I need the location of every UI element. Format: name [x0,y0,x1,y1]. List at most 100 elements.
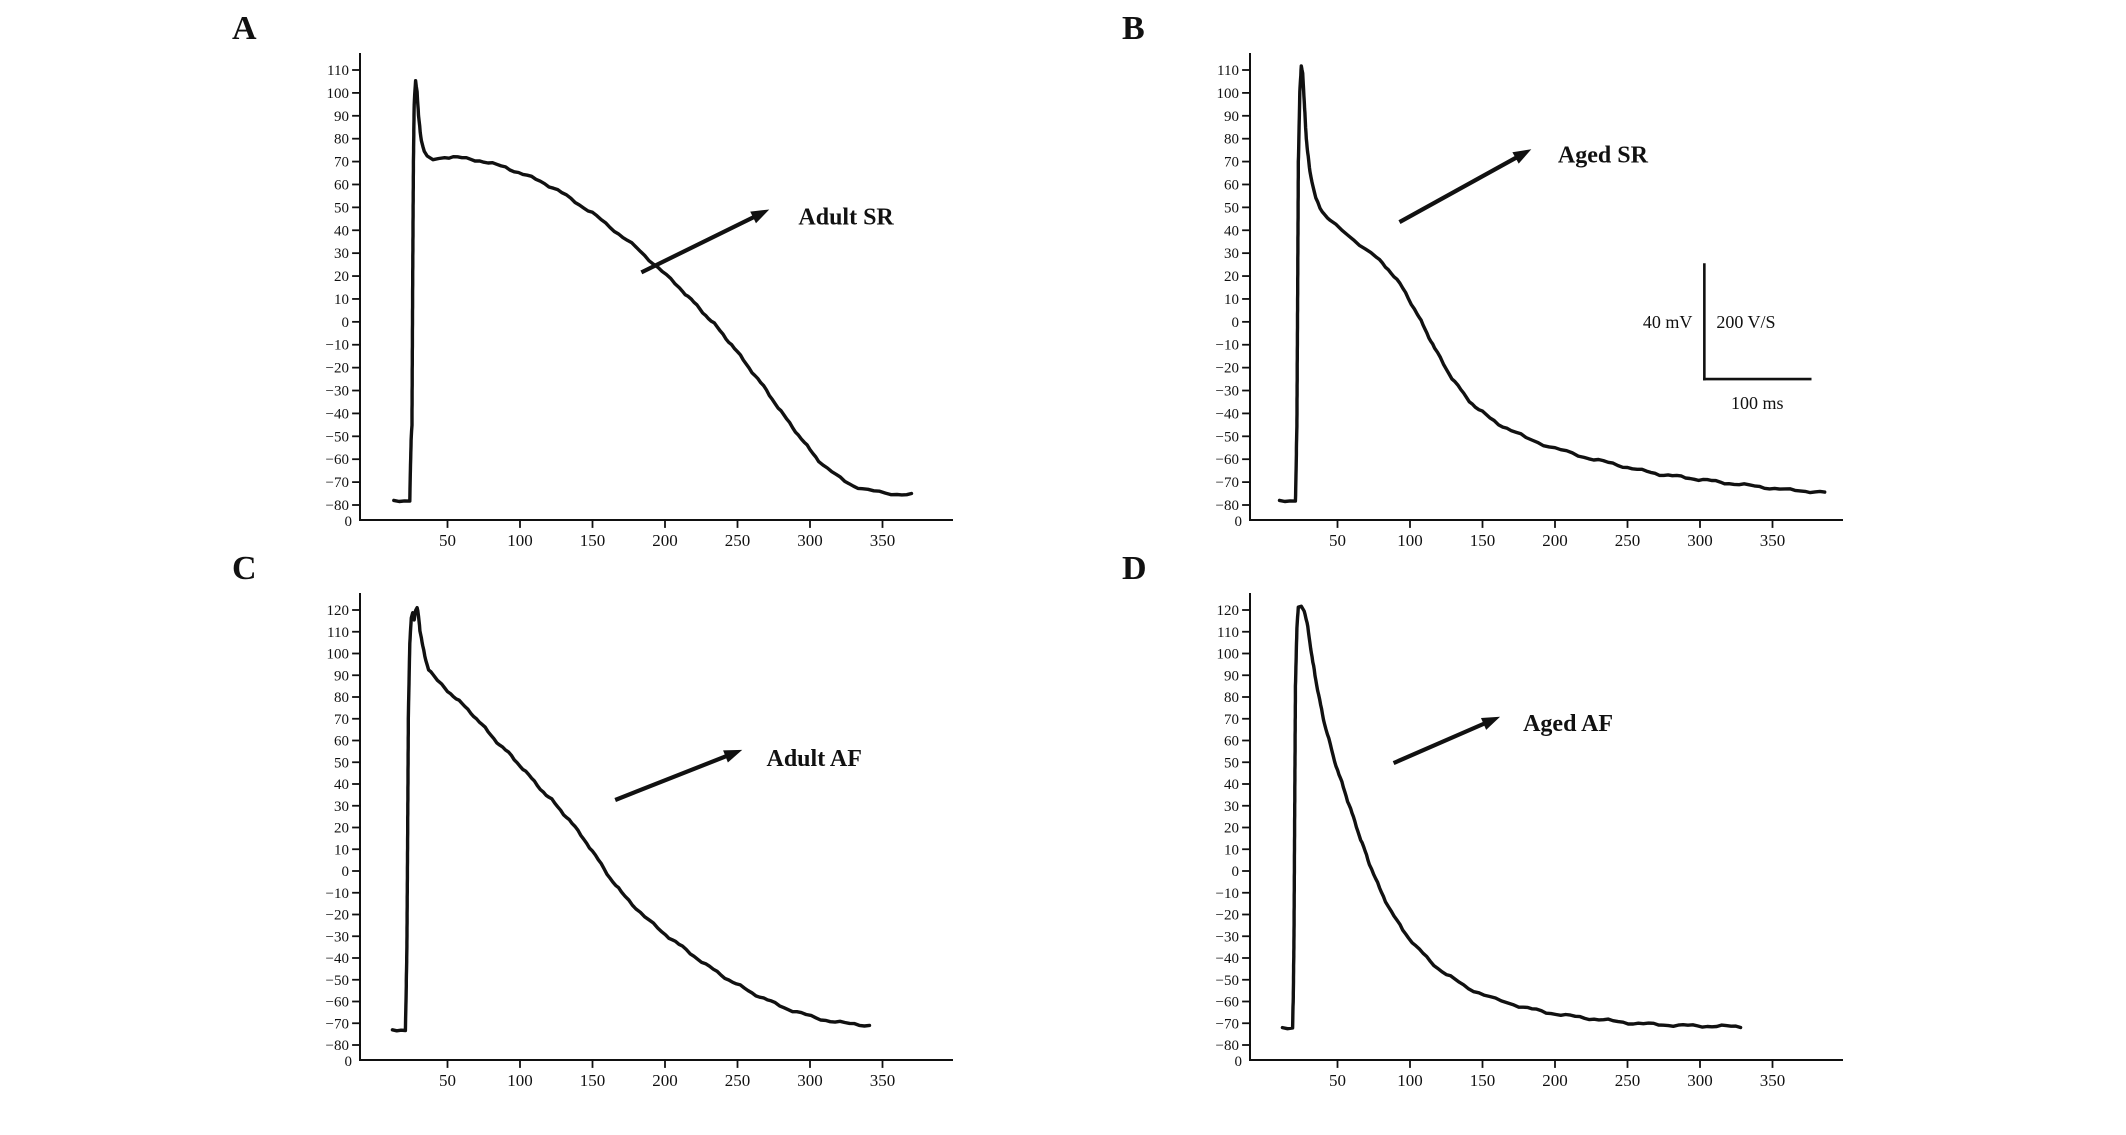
y-tick-label: −30 [1216,929,1239,945]
y-tick-label: −10 [326,886,349,902]
x-tick-label: 200 [652,531,678,550]
annotation-arrow [1392,720,1489,766]
y-tick-label: 90 [334,109,349,125]
x-tick-label: 200 [1542,1071,1568,1090]
x-tick-label: 50 [439,531,456,550]
panel-aged-af: D 120 110 100 90 80 70 60 50 40 30 20 10 0 −10 −20 −30−… [1060,548,1950,1108]
trace-A [392,79,914,504]
annotation-label: Adult AF [767,746,862,772]
y-tick-label: 20 [334,269,349,285]
panel-letter-d: D [1122,550,1147,587]
x-tick-label: 350 [1760,531,1786,550]
x-origin-label: 0 [345,1054,353,1070]
x-tick-label: 300 [1687,1071,1713,1090]
y-tick-label: 20 [1224,821,1239,837]
y-tick-label: −50 [1216,429,1239,445]
chart-adult-af: 1201101009080706050403020100−10−20−30−40… [326,593,953,1090]
x-tick-label: 100 [1397,1071,1423,1090]
y-tick-label: 100 [327,86,350,102]
y-tick-label: −30 [326,929,349,945]
x-tick-label: 150 [1470,1071,1496,1090]
y-tick-label: −50 [326,973,349,989]
y-tick-label: 100 [1217,86,1240,102]
y-tick-label: 90 [334,668,349,684]
x-tick-label: 100 [507,1071,533,1090]
y-tick-label: −80 [326,498,349,514]
y-tick-label: 80 [1224,132,1239,148]
panel-adult-af: C 120 110 100 90 80 70 60 50 40 30 20 10 0 −10 −20 −30−… [170,548,1060,1108]
x-tick-label: 250 [1615,531,1641,550]
x-tick-label: 150 [580,1071,606,1090]
y-tick-label: 50 [1224,755,1239,771]
y-tick-label: 60 [334,734,349,750]
annotation-label: Aged SR [1558,143,1649,169]
y-tick-label: 40 [1224,223,1239,239]
y-tick-label: 30 [1224,799,1239,815]
trace-B [1277,64,1827,504]
y-tick-label: 70 [334,712,349,728]
panel-adult-sr: A 110 100 90 80 70 60 50 40 30 20 10 0 −10 −20 −30 −40−… [170,8,1060,568]
y-tick-label: −40 [326,951,349,967]
x-tick-label: 50 [1329,531,1346,550]
y-tick-label: 10 [1224,292,1239,308]
y-tick-label: 50 [1224,200,1239,216]
y-tick-label: −20 [326,908,349,924]
y-tick-label: −50 [1216,973,1239,989]
y-tick-label: −80 [1216,498,1239,514]
annotation-arrow [614,753,731,802]
y-tick-label: 90 [1224,109,1239,125]
y-tick-label: −40 [1216,951,1239,967]
y-tick-label: −70 [326,1016,349,1032]
y-tick-label: 40 [334,777,349,793]
y-tick-label: 120 [1217,603,1240,619]
annotation-label: Aged AF [1523,711,1613,737]
y-tick-label: 90 [1224,668,1239,684]
x-origin-label: 0 [1235,1054,1243,1070]
annotation-arrow [640,213,758,275]
x-tick-label: 300 [1687,531,1713,550]
annotation-arrowhead [1512,149,1532,164]
y-tick-label: −30 [1216,384,1239,400]
annotation-label: Adult SR [798,205,894,231]
y-tick-label: 40 [334,223,349,239]
y-tick-label: −10 [326,338,349,354]
y-tick-label: −70 [1216,475,1239,491]
y-tick-label: 110 [327,625,349,641]
x-tick-label: 100 [1397,531,1423,550]
x-tick-label: 150 [1470,531,1496,550]
y-tick-label: 0 [342,315,350,331]
chart-aged-sr: 1101009080706050403020100−10−20−30−40−50… [1216,53,1843,550]
y-tick-label: −60 [326,995,349,1011]
panel-letter-b: B [1122,10,1145,47]
y-tick-label: −10 [1216,338,1239,354]
y-tick-label: 0 [1232,864,1240,880]
x-tick-label: 250 [725,531,751,550]
y-tick-label: 80 [1224,690,1239,706]
y-tick-label: −40 [1216,406,1239,422]
y-tick-label: 60 [1224,734,1239,750]
y-tick-label: 70 [334,155,349,171]
y-tick-label: 50 [334,200,349,216]
y-tick-label: −80 [326,1038,349,1054]
y-tick-label: 80 [334,690,349,706]
y-tick-label: 0 [342,864,350,880]
y-tick-label: 10 [334,842,349,858]
x-tick-label: 150 [580,531,606,550]
x-tick-label: 100 [507,531,533,550]
y-tick-label: 10 [334,292,349,308]
trace-C [390,605,872,1033]
x-tick-label: 350 [1760,1071,1786,1090]
y-tick-label: 70 [1224,712,1239,728]
x-tick-label: 300 [797,531,823,550]
y-tick-label: −70 [326,475,349,491]
y-tick-label: −50 [326,429,349,445]
annotation-arrowhead [750,209,770,224]
y-tick-label: 60 [1224,177,1239,193]
x-tick-label: 200 [1542,531,1568,550]
x-tick-label: 200 [652,1071,678,1090]
y-tick-label: 80 [334,132,349,148]
scalebar-label-vs: 200 V/S [1716,312,1775,332]
trace-D [1280,604,1743,1031]
chart-adult-sr: 1101009080706050403020100−10−20−30−40−50… [326,53,953,550]
scalebar-label-ms: 100 ms [1731,393,1784,413]
